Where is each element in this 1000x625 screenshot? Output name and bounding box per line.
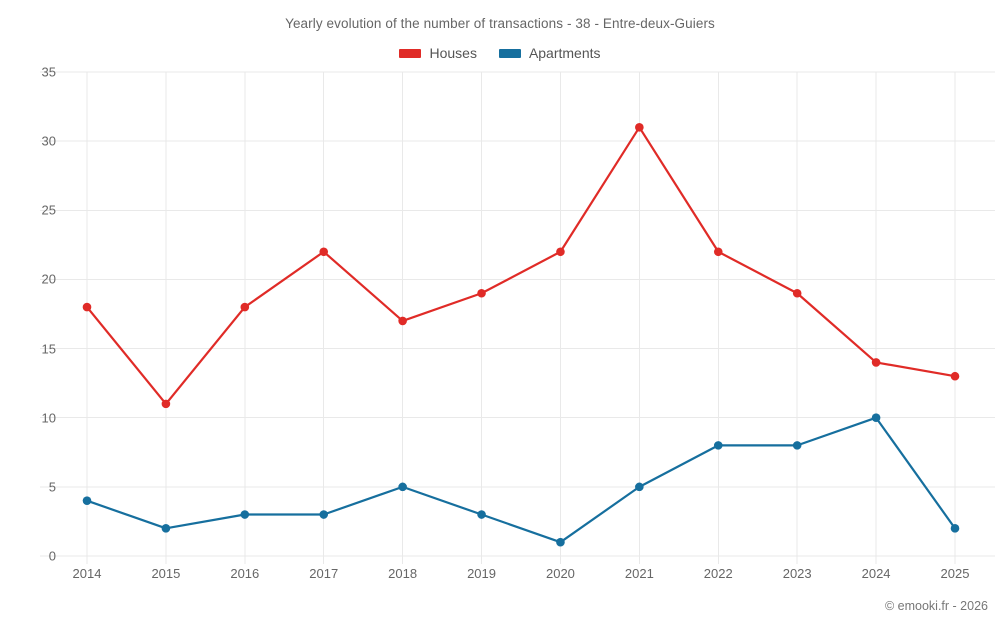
data-point[interactable] (161, 399, 171, 409)
x-tick-label: 2019 (467, 566, 496, 581)
series-line (85, 416, 957, 544)
data-point[interactable] (82, 496, 92, 505)
data-point[interactable] (950, 371, 960, 381)
y-tick-label: 20 (41, 271, 56, 287)
data-point[interactable] (950, 524, 960, 533)
x-tick-label: 2023 (782, 566, 812, 581)
data-point[interactable] (319, 247, 329, 257)
data-point[interactable] (240, 510, 250, 519)
y-axis-labels: 0 5 10 15 20 25 30 35 (10, 0, 56, 625)
data-point[interactable] (161, 524, 171, 533)
legend-item-apartments[interactable]: Apartments (498, 45, 601, 61)
footer-credit: © emooki.fr - 2026 (884, 599, 988, 613)
y-tick-label: 30 (41, 133, 56, 149)
x-tick-label: 2020 (545, 566, 575, 581)
y-tick-label: 35 (41, 64, 56, 80)
data-point[interactable] (635, 123, 644, 132)
y-tick-label: 0 (48, 548, 56, 564)
data-point[interactable] (871, 358, 881, 367)
x-tick-label: 2017 (309, 566, 339, 581)
data-point[interactable] (713, 247, 723, 257)
x-tick-label: 2016 (230, 566, 260, 581)
x-tick-label: 2024 (861, 566, 891, 581)
legend-item-houses[interactable]: Houses (399, 45, 477, 61)
series-line (85, 126, 957, 405)
chart-title: Yearly evolution of the number of transa… (285, 16, 715, 31)
data-point[interactable] (398, 482, 407, 492)
data-point[interactable] (792, 288, 802, 298)
chart-legend: Houses Apartments (0, 45, 1000, 61)
y-tick-label: 10 (41, 410, 56, 426)
data-point[interactable] (556, 247, 565, 257)
legend-label-houses: Houses (429, 45, 477, 61)
data-point[interactable] (477, 288, 486, 298)
x-tick-label: 2014 (72, 566, 102, 581)
y-tick-label: 5 (48, 479, 56, 495)
x-tick-label: 2018 (388, 566, 418, 581)
y-tick-label: 15 (41, 341, 56, 357)
y-tick-label: 25 (41, 202, 56, 218)
data-point[interactable] (82, 302, 92, 312)
legend-swatch-houses (399, 48, 422, 58)
data-point[interactable] (635, 482, 644, 492)
data-point[interactable] (871, 413, 881, 423)
series-houses (82, 123, 960, 409)
x-tick-label: 2025 (940, 566, 970, 581)
x-tick-label: 2015 (151, 566, 181, 581)
data-point[interactable] (477, 510, 486, 519)
x-tick-label: 2022 (703, 566, 733, 581)
data-point[interactable] (398, 316, 407, 326)
data-point[interactable] (240, 302, 250, 312)
data-point[interactable] (713, 441, 723, 450)
data-point[interactable] (792, 441, 802, 450)
data-point[interactable] (319, 510, 329, 519)
legend-swatch-apartments (498, 48, 521, 58)
legend-label-apartments: Apartments (528, 45, 601, 61)
x-tick-label: 2021 (624, 566, 654, 581)
series-apartments (82, 413, 960, 547)
data-point[interactable] (556, 537, 565, 547)
